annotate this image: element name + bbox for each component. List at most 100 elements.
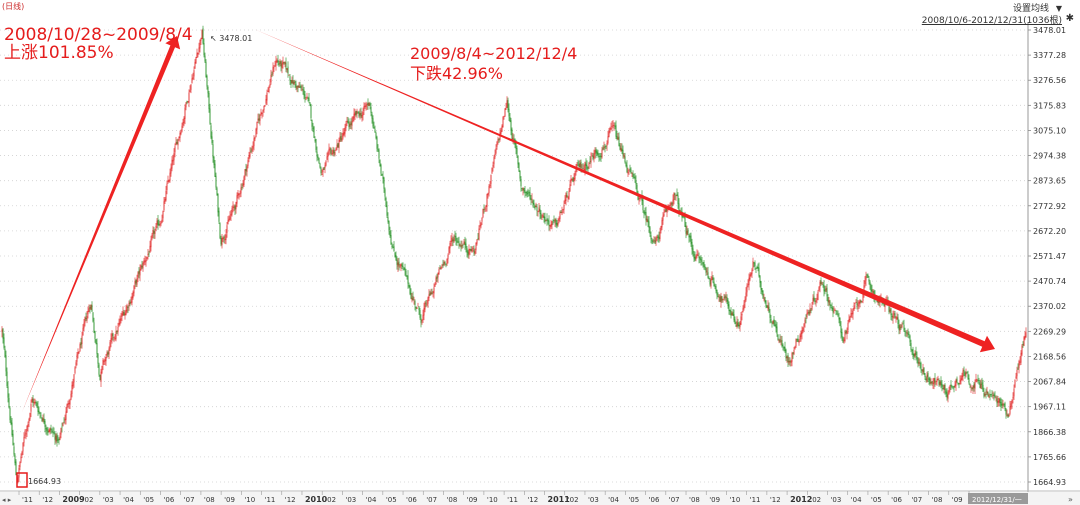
date-range-label[interactable]: 2008/10/6-2012/12/31(1036根) — [921, 16, 1062, 26]
candle-body — [291, 79, 293, 84]
candle-body — [600, 156, 602, 158]
candle-body — [769, 313, 771, 318]
candle-body — [598, 156, 600, 157]
candle-body — [467, 251, 469, 256]
candle-body — [995, 397, 997, 399]
candle-body — [796, 339, 798, 341]
candle-body — [795, 338, 797, 347]
candle-body — [497, 138, 499, 142]
candle-body — [34, 401, 36, 404]
x-tick-label: '03 — [831, 496, 842, 504]
candle-body — [831, 307, 833, 310]
candle-body — [548, 220, 550, 226]
candle-body — [221, 237, 223, 246]
candle-body — [371, 113, 373, 119]
candle-body — [362, 112, 364, 116]
x-tick-label: 2010 — [305, 495, 328, 504]
candle-body — [612, 125, 614, 127]
candle-body — [580, 161, 582, 169]
candle-body — [624, 156, 626, 163]
candle-body — [562, 209, 564, 211]
candle-body — [1010, 403, 1012, 408]
candle-body — [93, 322, 95, 333]
candle-body — [587, 167, 589, 169]
candle-body — [130, 301, 132, 303]
candle-body — [515, 142, 517, 149]
candle-body — [855, 302, 857, 303]
candle-body — [334, 152, 336, 155]
candle-body — [100, 371, 102, 382]
low-point-label: 1664.93 — [28, 477, 61, 486]
candle-body — [67, 403, 69, 405]
candle-body — [584, 162, 586, 171]
candle-body — [736, 321, 738, 327]
candle-body — [591, 155, 593, 157]
ma-setting-button[interactable]: 设置均线 ▼ — [1013, 1, 1062, 14]
candle-body — [925, 378, 927, 381]
period-tag[interactable]: (日线) — [2, 2, 25, 11]
candle-body — [758, 267, 760, 277]
candle-body — [988, 395, 990, 398]
candle-body — [573, 178, 575, 181]
candle-body — [933, 378, 935, 385]
candle-body — [212, 144, 214, 158]
candles — [1, 25, 1027, 484]
candle-body — [314, 139, 316, 141]
candle-body — [394, 252, 396, 257]
candle-body — [696, 253, 698, 256]
candle-body — [199, 39, 201, 49]
candle-body — [6, 371, 8, 387]
x-tick-label: '06 — [163, 496, 174, 504]
candle-body — [970, 386, 972, 388]
candle-body — [74, 367, 76, 374]
candle-body — [186, 101, 188, 103]
candle-body — [872, 291, 874, 293]
candle-body — [939, 381, 941, 386]
candle-body — [438, 269, 440, 275]
candle-body — [835, 310, 837, 312]
candle-body — [344, 127, 346, 134]
candle-body — [651, 240, 653, 242]
candle-body — [1, 329, 3, 332]
candle-body — [262, 109, 264, 112]
candle-body — [588, 162, 590, 169]
candle-body — [636, 184, 638, 194]
candle-body — [182, 122, 184, 126]
candle-body — [935, 383, 937, 385]
scroll-right-icon[interactable]: » — [1068, 495, 1073, 504]
candle-body — [982, 384, 984, 392]
candle-body — [1000, 402, 1002, 406]
candle-body — [570, 178, 572, 183]
candle-body — [932, 382, 934, 384]
candle-body — [81, 335, 83, 345]
candle-body — [351, 120, 353, 126]
candle-body — [717, 295, 719, 298]
candle-body — [625, 163, 627, 166]
candle-body — [461, 245, 463, 247]
candle-body — [97, 354, 99, 364]
candle-body — [1013, 388, 1015, 397]
candle-body — [101, 365, 103, 373]
candle-body — [610, 128, 612, 129]
candle-body — [549, 225, 551, 227]
candle-body — [578, 163, 580, 168]
candle-body — [248, 155, 250, 160]
candle-body — [980, 384, 982, 389]
candle-body — [551, 221, 553, 226]
candle-body — [373, 126, 375, 129]
candle-body — [797, 338, 799, 342]
x-axis-ticks: '11'12 2009'02'03'04'05'06'07'08'09'10'11… — [18, 491, 1028, 504]
candle-body — [321, 174, 323, 175]
x-tick-label: '06 — [649, 496, 660, 504]
scroll-left-icon[interactable]: ◂ ▸ — [2, 496, 12, 504]
candle-body — [338, 139, 340, 149]
candle-body — [227, 220, 229, 225]
candle-body — [178, 136, 180, 138]
candle-body — [647, 219, 649, 223]
candle-body — [968, 377, 970, 384]
candle-body — [983, 393, 985, 397]
candle-body — [288, 74, 290, 76]
candle-body — [211, 136, 213, 143]
candle-body — [416, 307, 418, 310]
pin-icon[interactable]: ✱ — [1065, 13, 1074, 24]
